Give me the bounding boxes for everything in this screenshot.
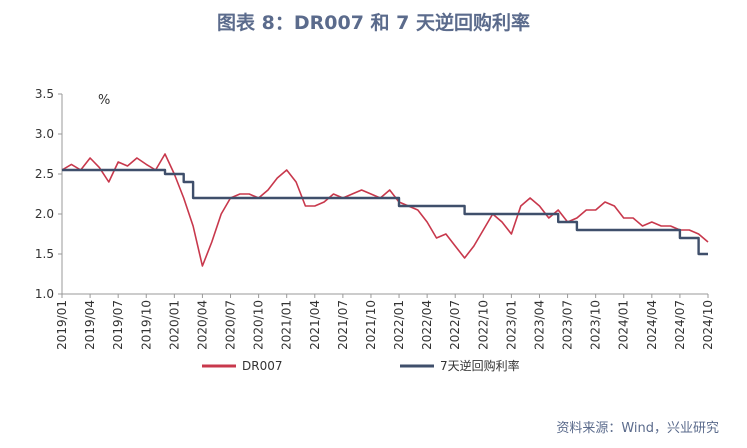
x-tick-label: 2023/04 bbox=[532, 300, 546, 350]
x-tick-label: 2023/07 bbox=[561, 300, 575, 350]
legend: DR007 7天逆回购利率 bbox=[202, 358, 520, 373]
x-tick-label: 2021/07 bbox=[336, 300, 350, 350]
x-tick-label: 2023/01 bbox=[504, 300, 518, 350]
y-axis-ticks: 3.5 3.0 2.5 2.0 1.5 1.0 bbox=[35, 87, 62, 301]
series-layer bbox=[61, 153, 709, 267]
unit-label: % bbox=[98, 93, 110, 108]
y-tick-label: 3.0 bbox=[35, 127, 54, 141]
x-tick-label: 2022/01 bbox=[392, 300, 406, 350]
x-tick-label: 2020/10 bbox=[252, 300, 266, 350]
x-tick-label: 2021/04 bbox=[308, 300, 322, 350]
x-tick-label: 2019/04 bbox=[83, 300, 97, 350]
x-tick-label: 2024/04 bbox=[645, 300, 659, 350]
x-tick-label: 2022/10 bbox=[476, 300, 490, 350]
x-tick-label: 2024/01 bbox=[617, 300, 631, 350]
chart-title: 图表 8：DR007 和 7 天逆回购利率 bbox=[217, 12, 530, 34]
y-tick-label: 2.5 bbox=[35, 167, 54, 181]
x-tick-label: 2022/04 bbox=[420, 300, 434, 350]
x-tick-label: 2020/07 bbox=[224, 300, 238, 350]
series-line-reverse-repo-7d bbox=[62, 168, 708, 256]
x-tick-label: 2024/10 bbox=[701, 300, 715, 350]
x-tick-label: 2021/10 bbox=[364, 300, 378, 350]
y-tick-label: 3.5 bbox=[35, 87, 54, 101]
x-tick-label: 2020/01 bbox=[167, 300, 181, 350]
x-tick-label: 2024/07 bbox=[673, 300, 687, 350]
axes bbox=[61, 94, 708, 295]
legend-label: DR007 bbox=[242, 359, 282, 373]
x-tick-label: 2022/07 bbox=[448, 300, 462, 350]
y-tick-label: 1.0 bbox=[35, 287, 54, 301]
x-tick-label: 2021/01 bbox=[280, 300, 294, 350]
x-tick-label: 2023/10 bbox=[589, 300, 603, 350]
x-tick-label: 2020/04 bbox=[195, 300, 209, 350]
source-note: 资料来源：Wind，兴业研究 bbox=[556, 421, 719, 436]
x-tick-label: 2019/01 bbox=[55, 300, 69, 350]
x-tick-label: 2019/10 bbox=[139, 300, 153, 350]
series-line-dr007 bbox=[61, 153, 709, 267]
legend-label: 7天逆回购利率 bbox=[440, 358, 520, 373]
y-tick-label: 1.5 bbox=[35, 247, 54, 261]
x-axis-ticks: 2019/01 2019/04 2019/07 2019/10 2020/01 2020/… bbox=[55, 294, 715, 350]
y-tick-label: 2.0 bbox=[35, 207, 54, 221]
x-tick-label: 2019/07 bbox=[111, 300, 125, 350]
